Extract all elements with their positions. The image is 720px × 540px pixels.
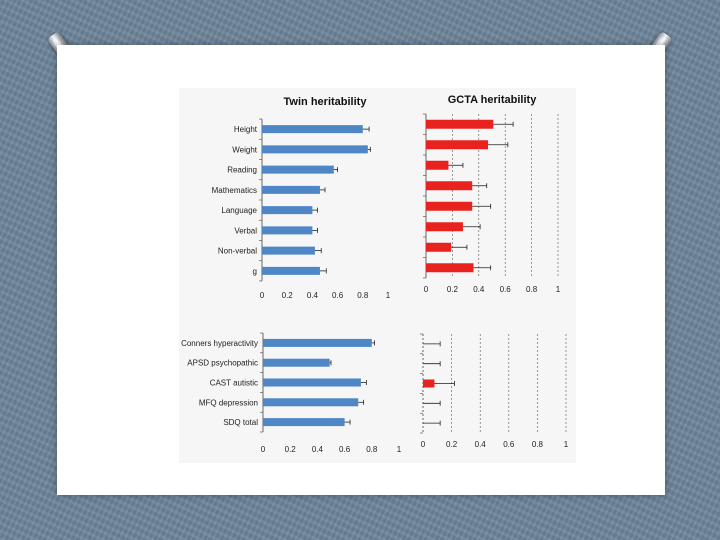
- category-label: Height: [234, 125, 258, 134]
- bar: [262, 165, 334, 174]
- chart-title: GCTA heritability: [448, 94, 538, 106]
- bar: [263, 378, 361, 387]
- x-tick-label: 0.6: [503, 440, 515, 449]
- x-tick-label: 0: [424, 285, 429, 294]
- charts-svg: Twin heritability Height Weight Reading Math…: [181, 94, 569, 454]
- chart-title: Twin heritability: [284, 96, 368, 108]
- bar: [262, 266, 320, 275]
- bar: [426, 242, 452, 252]
- x-tick-label: 0.4: [307, 291, 319, 300]
- category-label: APSD psychopathic: [187, 359, 258, 368]
- heritability-figure: Twin heritability Height Weight Reading Math…: [179, 88, 576, 463]
- bar: [426, 160, 449, 170]
- bar: [262, 226, 313, 235]
- x-tick-label: 1: [386, 291, 391, 300]
- bar: [426, 222, 463, 232]
- category-label: MFQ depression: [199, 398, 258, 407]
- bar: [262, 185, 320, 194]
- bar: [263, 358, 330, 367]
- category-label: Mathematics: [212, 186, 257, 195]
- x-tick-label: 0.6: [332, 291, 344, 300]
- chart-panel-2: GCTA heritability 0 0.2 0.4 0.6 0.8 1: [423, 94, 561, 294]
- x-tick-label: 0: [261, 445, 266, 454]
- bar: [426, 201, 473, 211]
- x-tick-label: 1: [397, 445, 402, 454]
- x-tick-label: 1: [556, 285, 561, 294]
- chart-panel-1: Twin heritability Height Weight Reading Math…: [212, 96, 391, 300]
- bar: [262, 125, 363, 134]
- category-label: Verbal: [234, 226, 257, 235]
- bar: [263, 338, 372, 347]
- x-tick-label: 0.4: [473, 285, 485, 294]
- x-tick-label: 0.2: [447, 285, 459, 294]
- category-label: Non-verbal: [218, 247, 257, 256]
- category-label: CAST autistic: [210, 379, 258, 388]
- bar: [263, 398, 359, 407]
- bar: [423, 379, 435, 388]
- chart-panel-4: 0 0.2 0.4 0.6 0.8 1: [420, 333, 569, 449]
- bar: [262, 206, 313, 215]
- bar: [426, 181, 473, 191]
- category-label: SDQ total: [223, 418, 258, 427]
- bar: [263, 418, 345, 427]
- category-label: Language: [221, 206, 257, 215]
- x-tick-label: 0.8: [366, 445, 378, 454]
- x-tick-label: 0.2: [285, 445, 297, 454]
- chart-panel-3: Conners hyperactivity APSD psychopathic CA…: [181, 332, 402, 454]
- x-tick-label: 0.8: [357, 291, 369, 300]
- bar: [426, 140, 489, 150]
- x-tick-label: 1: [564, 440, 569, 449]
- x-tick-label: 0.8: [532, 440, 544, 449]
- bar: [426, 263, 474, 273]
- x-tick-label: 0.6: [339, 445, 351, 454]
- category-label: g: [253, 267, 257, 276]
- x-tick-label: 0: [260, 291, 265, 300]
- x-tick-label: 0.4: [312, 445, 324, 454]
- x-tick-label: 0.8: [526, 285, 538, 294]
- bar: [426, 119, 494, 129]
- x-tick-label: 0.2: [446, 440, 458, 449]
- category-label: Weight: [232, 145, 258, 154]
- category-label: Reading: [227, 166, 257, 175]
- bar: [262, 246, 315, 255]
- x-tick-label: 0.2: [282, 291, 294, 300]
- category-label: Conners hyperactivity: [181, 339, 258, 348]
- x-tick-label: 0.6: [500, 285, 512, 294]
- x-tick-label: 0: [421, 440, 426, 449]
- x-tick-label: 0.4: [475, 440, 487, 449]
- bar: [262, 145, 368, 154]
